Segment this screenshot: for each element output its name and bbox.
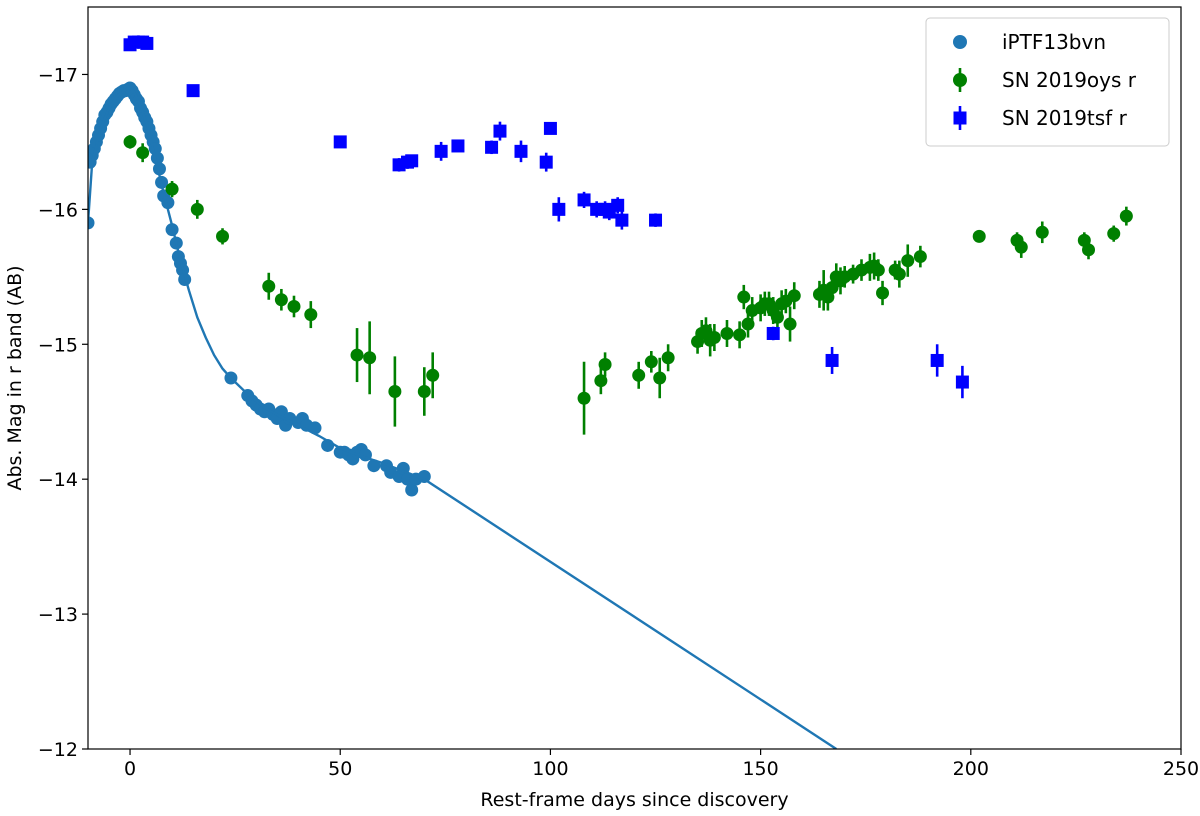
y-tick-label: −17 [38, 64, 78, 86]
x-tick-label: 250 [1163, 758, 1199, 780]
data-point [901, 254, 915, 268]
data-point [594, 374, 608, 388]
legend-marker [953, 111, 967, 125]
data-point [577, 193, 591, 207]
data-point [262, 279, 276, 293]
data-point [1107, 227, 1121, 241]
data-point [632, 368, 646, 382]
data-point [274, 293, 288, 307]
y-tick-label: −15 [38, 334, 78, 356]
x-tick-label: 200 [953, 758, 989, 780]
data-point [611, 198, 625, 212]
data-point [485, 140, 499, 154]
data-point [405, 154, 419, 168]
data-point [615, 213, 629, 227]
y-axis: −12 −13 −14 −15 −16 −17 [38, 64, 88, 761]
data-point [930, 353, 944, 367]
legend-label: iPTF13bvn [1002, 30, 1106, 54]
data-point [766, 326, 780, 340]
data-point [539, 155, 553, 169]
data-point [825, 353, 839, 367]
y-tick-label: −14 [38, 469, 78, 491]
data-point [123, 135, 137, 149]
legend-item: SN 2019tsf r [953, 106, 1128, 130]
data-point [913, 250, 927, 264]
data-point [333, 135, 347, 149]
data-point [88, 216, 95, 230]
data-point [140, 36, 154, 50]
x-axis: 0 50 100 150 200 250 [124, 749, 1199, 780]
data-point [417, 384, 431, 398]
data-point [388, 384, 402, 398]
data-point [876, 286, 890, 300]
legend-label: SN 2019oys r [1002, 68, 1137, 92]
data-point [871, 263, 885, 277]
data-point [186, 84, 200, 98]
series-sn-2019tsf-r [123, 35, 969, 399]
data-point [653, 371, 667, 385]
x-tick-label: 0 [124, 758, 136, 780]
x-axis-label: Rest-frame days since discovery [480, 789, 788, 811]
y-tick-label: −16 [38, 199, 78, 221]
axes-frame [87, 6, 1182, 750]
data-point [543, 121, 557, 135]
data-point [598, 358, 612, 372]
data-point [552, 202, 566, 216]
y-tick-label: −12 [38, 739, 78, 761]
legend-item: SN 2019oys r [953, 68, 1137, 92]
data-point [363, 351, 377, 365]
legend-item: iPTF13bvn [953, 30, 1106, 54]
data-point [733, 328, 747, 342]
data-point [737, 290, 751, 304]
iptf13bvn-model-line [88, 86, 837, 749]
x-tick-label: 150 [742, 758, 778, 780]
data-point [644, 355, 658, 369]
data-point [216, 229, 230, 243]
legend-label: SN 2019tsf r [1002, 106, 1128, 130]
plot-area [88, 35, 1133, 749]
data-point [1119, 209, 1133, 223]
data-point [514, 144, 528, 158]
data-point [707, 331, 721, 345]
legend: iPTF13bvn SN 2019oys r SN 2019tsf r [925, 17, 1170, 147]
data-point [955, 375, 969, 389]
data-point [426, 368, 440, 382]
data-point [434, 144, 448, 158]
x-tick-label: 100 [532, 758, 568, 780]
data-point [783, 317, 797, 331]
data-point [165, 182, 179, 196]
data-point [417, 469, 431, 483]
series-sn-2019oys-r [123, 135, 1133, 435]
data-point [787, 289, 801, 303]
y-tick-label: −13 [38, 604, 78, 626]
data-point [493, 124, 507, 138]
data-point [720, 326, 734, 340]
data-point [304, 308, 318, 322]
data-point [892, 267, 906, 281]
data-point [1082, 243, 1096, 257]
data-point [577, 391, 591, 405]
legend-box [925, 17, 1170, 147]
data-point [649, 213, 663, 227]
data-point [451, 139, 465, 153]
legend-marker [953, 35, 967, 49]
data-point [1035, 225, 1049, 239]
legend-marker [953, 73, 967, 87]
x-tick-label: 50 [328, 758, 352, 780]
data-point [350, 348, 364, 362]
y-axis-label: Abs. Mag in r band (AB) [4, 265, 26, 490]
data-point [405, 483, 419, 497]
data-point [972, 229, 986, 243]
data-point [136, 146, 150, 160]
data-point [661, 351, 675, 365]
data-point [287, 299, 301, 313]
data-point [1014, 240, 1028, 254]
data-point [190, 202, 204, 216]
